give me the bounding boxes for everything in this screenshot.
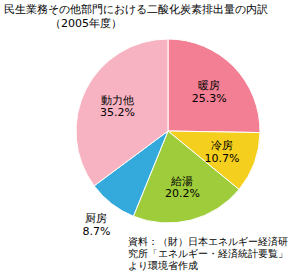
svg-text:厨房8.7%: 厨房8.7% [82,212,110,236]
svg-text:冷房10.7%: 冷房10.7% [205,139,240,165]
svg-text:動力他35.2%: 動力他35.2% [100,94,135,120]
html-text:資料：（財）日本エネルギー経済研究所「エネルギー・経済統計要: 資料：（財）日本エネルギー経済研究所「エネルギー・経済統計要覧」より環境省作成 [128,236,288,271]
html-text:民生業務その他部門における二酸化炭素排出量の内訳: 民生業務その他部門における二酸化炭素排出量の内訳 [4,3,268,16]
svg-text:暖房25.3%: 暖房25.3% [192,79,227,105]
html-text:（2005年度）: （2005年度） [50,17,122,30]
svg-text:給湯20.2%: 給湯20.2% [165,175,200,201]
